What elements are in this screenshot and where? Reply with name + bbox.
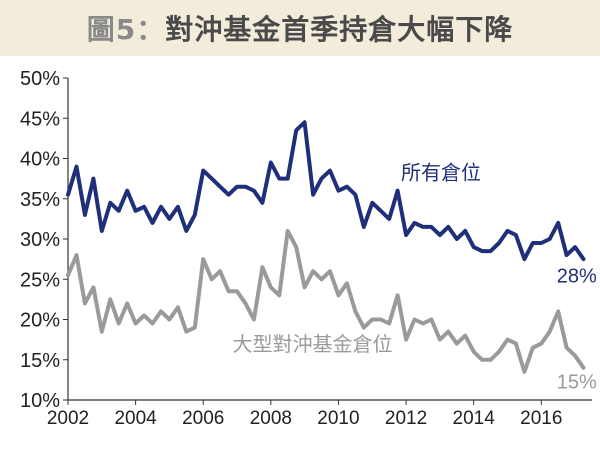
chart-title-text: 對沖基金首季持倉大幅下降 [165, 13, 514, 46]
y-tick-label: 15% [20, 350, 60, 372]
y-tick-label: 30% [20, 229, 60, 251]
series-line-all-positions [66, 120, 586, 262]
axes-layer: 10% 15% 20% 25% 30% 35% 40% 45% 50% 2002 2004 2006 2… [20, 68, 592, 429]
figure-label: 圖5： [86, 13, 166, 46]
series-line-large-hedge-funds [66, 228, 586, 374]
y-tick-label: 25% [20, 269, 60, 291]
x-tick-label: 2004 [114, 408, 157, 429]
x-tick-label: 2012 [385, 408, 427, 429]
chart-title: 圖5：對沖基金首季持倉大幅下降 [87, 8, 514, 48]
y-tick-label: 10% [20, 390, 60, 412]
x-tick-label: 2010 [317, 408, 359, 429]
y-tick-label: 45% [20, 108, 60, 130]
series-layer [66, 120, 586, 374]
x-tick-label: 2014 [453, 408, 496, 429]
y-tick-label: 50% [20, 68, 60, 90]
chart-title-bar: 圖5：對沖基金首季持倉大幅下降 [0, 0, 600, 56]
x-tick-label: 2008 [250, 408, 292, 429]
line-chart: 10% 15% 20% 25% 30% 35% 40% 45% 50% 2002 2004 2006 2… [20, 68, 597, 429]
x-tick-label: 2006 [182, 408, 224, 429]
y-tick-label: 20% [20, 310, 60, 332]
end-value-label-all-positions: 28% [557, 265, 597, 287]
x-tick-label: 2016 [520, 408, 562, 429]
end-value-label-large-hedge-funds: 15% [557, 372, 597, 394]
y-tick-label: 35% [20, 189, 60, 211]
chart-area: 10% 15% 20% 25% 30% 35% 40% 45% 50% 2002 2004 2006 2… [0, 56, 600, 446]
x-tick-label: 2002 [47, 408, 89, 429]
series-name-label-large-hedge-funds: 大型對沖基金倉位 [233, 333, 393, 356]
y-tick-label: 40% [20, 149, 60, 171]
series-name-label-all-positions: 所有倉位 [401, 161, 481, 184]
